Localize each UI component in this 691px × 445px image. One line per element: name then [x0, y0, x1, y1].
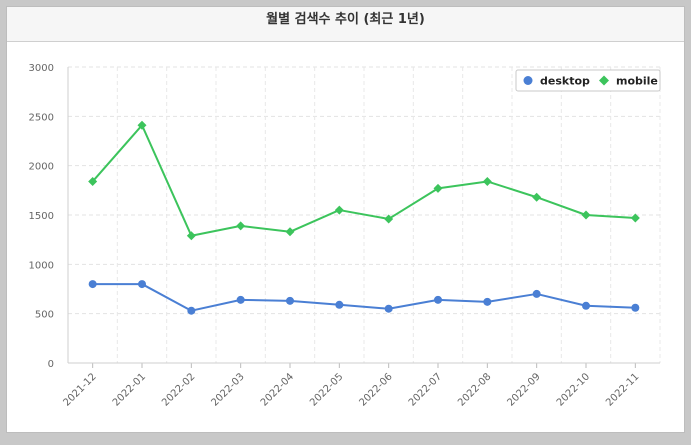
x-tick-label: 2022-08 [456, 371, 493, 408]
mobile-data-point [384, 214, 394, 224]
mobile-data-point [482, 176, 492, 186]
x-tick-label: 2022-11 [604, 371, 641, 408]
legend-mobile-label: mobile [616, 75, 658, 88]
mobile-series-line [91, 124, 636, 237]
desktop-data-point [434, 295, 442, 304]
mobile-data-point [630, 213, 640, 223]
x-tick-label: 2022-02 [160, 371, 197, 408]
desktop-data-point [335, 300, 344, 309]
desktop-data-point [384, 304, 393, 313]
desktop-data-point [483, 297, 492, 306]
desktop-data-point [138, 280, 146, 289]
desktop-data-point [286, 296, 294, 305]
legend-mobile-marker [599, 75, 609, 86]
y-tick-label: 1500 [29, 211, 54, 222]
y-tick-label: 3000 [29, 63, 54, 74]
x-tick-label: 2022-10 [555, 371, 592, 408]
mobile-data-point [433, 183, 443, 193]
chart-header: 월별 검색수 추이 (최근 1년) [7, 7, 684, 42]
mobile-data-point [285, 227, 295, 237]
mobile-data-point [186, 231, 196, 241]
x-tick-label: 2022-06 [357, 371, 394, 408]
y-tick-label: 500 [35, 310, 54, 321]
x-tick-label: 2022-01 [111, 371, 148, 408]
mobile-data-point [137, 120, 147, 130]
x-tick-label: 2022-05 [308, 371, 345, 408]
x-tick-label: 2022-09 [505, 371, 542, 408]
desktop-data-point [236, 295, 245, 304]
y-tick-label: 0 [48, 359, 54, 370]
legend-desktop-marker [523, 76, 533, 85]
mobile-data-point [88, 176, 98, 186]
desktop-series-line [92, 283, 636, 312]
legend-box [515, 69, 661, 92]
desktop-data-point [631, 303, 640, 312]
x-tick-label: 2021-12 [61, 371, 98, 408]
desktop-data-point [88, 280, 97, 289]
mobile-data-point [236, 221, 246, 231]
y-tick-label: 2000 [29, 162, 54, 173]
mobile-data-point [334, 205, 344, 215]
x-tick-label: 2022-04 [259, 371, 296, 408]
desktop-data-point [532, 289, 541, 298]
x-tick-label: 2022-03 [209, 371, 246, 408]
legend-desktop-label: desktop [540, 75, 590, 88]
x-tick-label: 2022-07 [407, 371, 444, 408]
desktop-data-point [187, 306, 196, 315]
mobile-data-point [532, 192, 542, 202]
desktop-data-point [582, 301, 590, 310]
mobile-data-point [581, 210, 591, 220]
y-tick-label: 1000 [29, 260, 54, 271]
y-tick-label: 2500 [29, 112, 54, 123]
chart-title: 월별 검색수 추이 (최근 1년) [266, 12, 425, 27]
